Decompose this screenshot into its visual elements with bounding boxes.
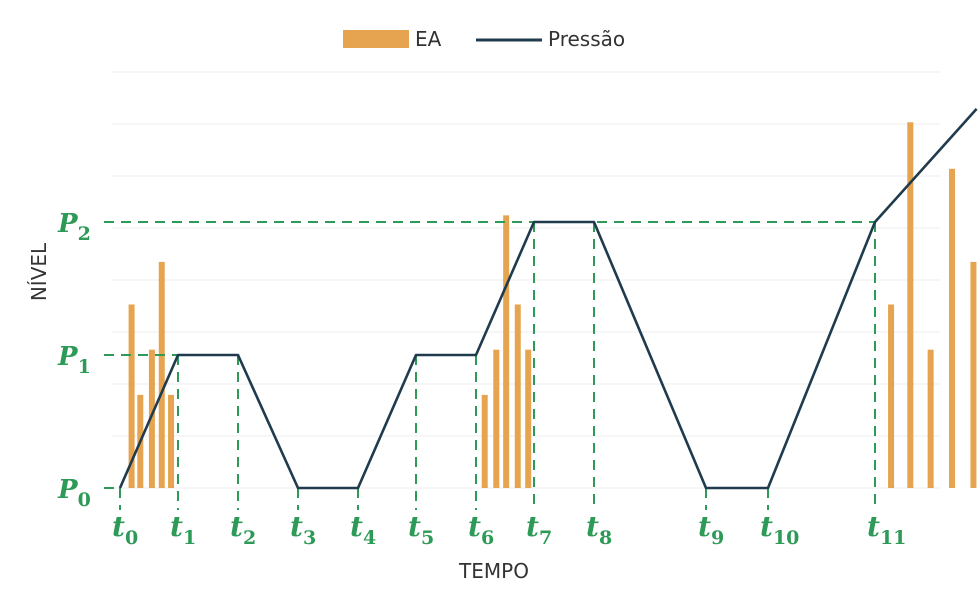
ea-bar: [514, 304, 521, 488]
pressure-level-labels: P0 P1 P2: [57, 209, 91, 511]
legend-ea-swatch: [343, 30, 409, 48]
time-label: t5: [408, 510, 434, 549]
time-label: t0: [112, 510, 138, 549]
ea-bar: [503, 215, 510, 488]
time-label: t6: [468, 510, 494, 549]
guide-lines: [104, 221, 876, 510]
level-label: P1: [57, 342, 91, 378]
legend-pressure-label: Pressão: [548, 27, 625, 51]
pressure-line: [118, 108, 978, 490]
time-label: t9: [698, 510, 724, 549]
time-label: t8: [586, 510, 612, 549]
ea-bar: [481, 394, 488, 488]
time-label: t2: [230, 510, 256, 549]
legend: EA Pressão: [343, 27, 625, 51]
time-label: t10: [760, 510, 799, 549]
ea-bars: [128, 122, 977, 489]
time-label: t1: [170, 510, 196, 549]
time-label: t7: [526, 510, 552, 549]
ea-bar: [148, 349, 155, 488]
ea-bar: [970, 261, 977, 488]
ea-bar: [493, 349, 500, 488]
time-labels: t0 t1 t2 t3 t4 t5 t6 t7 t8 t9 t10 t11: [112, 510, 906, 549]
time-label: t3: [290, 510, 316, 549]
ea-bar: [949, 168, 956, 489]
ea-bar: [168, 394, 175, 488]
level-label: P2: [57, 209, 91, 245]
ea-bar: [128, 304, 135, 488]
ea-bar: [525, 349, 532, 488]
ea-bar: [158, 261, 165, 488]
ea-bar: [927, 349, 934, 488]
ea-bar: [888, 304, 895, 488]
time-label: t4: [350, 510, 376, 549]
level-label: P0: [57, 475, 91, 511]
x-axis-title: TEMPO: [458, 559, 529, 583]
legend-ea-label: EA: [415, 27, 442, 51]
pressure-line-layer: [118, 108, 978, 490]
y-axis-title: NÍVEL: [27, 242, 51, 301]
ea-bar: [907, 122, 914, 488]
time-label: t11: [867, 510, 906, 549]
